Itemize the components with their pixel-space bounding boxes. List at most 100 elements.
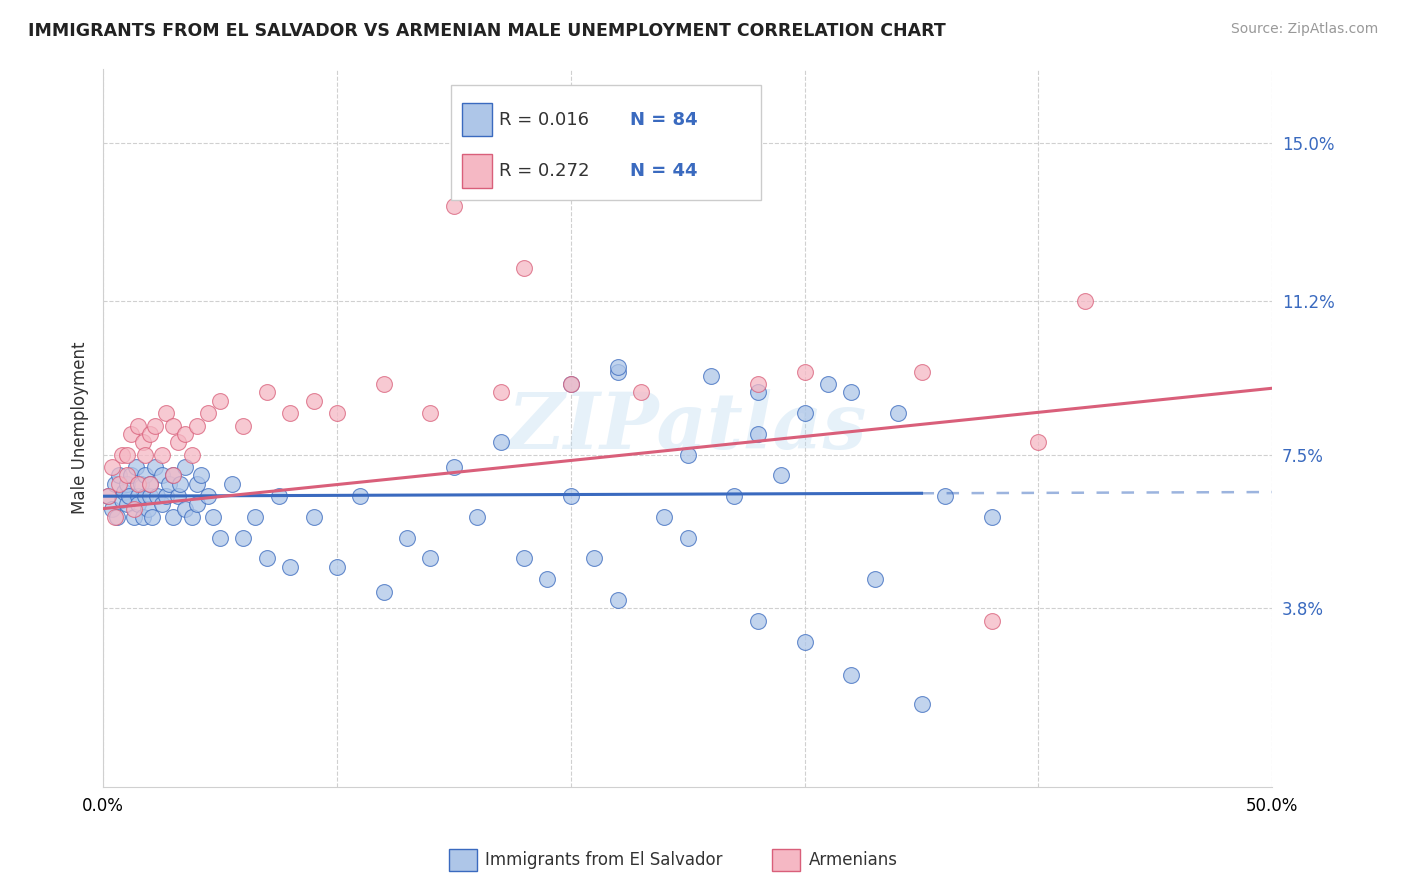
Point <box>150 448 173 462</box>
Point <box>723 489 745 503</box>
Point <box>120 468 142 483</box>
Point <box>162 468 184 483</box>
Point <box>104 510 127 524</box>
Point <box>676 531 699 545</box>
Text: IMMIGRANTS FROM EL SALVADOR VS ARMENIAN MALE UNEMPLOYMENT CORRELATION CHART: IMMIGRANTS FROM EL SALVADOR VS ARMENIAN … <box>28 22 946 40</box>
Point <box>560 377 582 392</box>
Point <box>606 365 628 379</box>
Text: Armenians: Armenians <box>808 851 897 869</box>
Point <box>105 510 128 524</box>
Point <box>157 476 180 491</box>
Point <box>122 501 145 516</box>
Point <box>134 448 156 462</box>
Point <box>150 468 173 483</box>
Point <box>326 406 349 420</box>
Point <box>349 489 371 503</box>
Point <box>747 385 769 400</box>
Point <box>302 510 325 524</box>
Point <box>560 489 582 503</box>
Point <box>197 489 219 503</box>
Point <box>256 385 278 400</box>
Point <box>221 476 243 491</box>
Point <box>536 572 558 586</box>
Point <box>108 476 131 491</box>
Point <box>513 551 536 566</box>
Point <box>209 531 232 545</box>
Point <box>122 510 145 524</box>
Point <box>181 448 204 462</box>
Point <box>162 418 184 433</box>
Point <box>583 551 606 566</box>
Point <box>419 406 441 420</box>
Point <box>134 468 156 483</box>
Point <box>302 393 325 408</box>
Point <box>326 559 349 574</box>
Point <box>101 501 124 516</box>
Point <box>513 260 536 275</box>
Point <box>127 476 149 491</box>
Text: ZIPatlas: ZIPatlas <box>508 390 868 466</box>
Point <box>560 377 582 392</box>
Text: Source: ZipAtlas.com: Source: ZipAtlas.com <box>1230 22 1378 37</box>
Point <box>841 385 863 400</box>
Point <box>127 418 149 433</box>
Point <box>202 510 225 524</box>
Point <box>134 489 156 503</box>
Point <box>676 448 699 462</box>
Y-axis label: Male Unemployment: Male Unemployment <box>72 342 89 514</box>
Point <box>841 667 863 681</box>
Point <box>127 489 149 503</box>
Point <box>136 501 159 516</box>
Point <box>143 418 166 433</box>
Point <box>115 476 138 491</box>
Point <box>197 406 219 420</box>
Point <box>1028 435 1050 450</box>
Point <box>747 377 769 392</box>
Point <box>980 510 1002 524</box>
Point <box>747 614 769 628</box>
Point <box>793 406 815 420</box>
Text: R = 0.272: R = 0.272 <box>499 161 591 180</box>
Point <box>108 468 131 483</box>
Point <box>141 510 163 524</box>
Point <box>770 468 793 483</box>
Point <box>132 435 155 450</box>
Point <box>155 489 177 503</box>
Point <box>443 460 465 475</box>
Point <box>162 468 184 483</box>
Point <box>278 559 301 574</box>
Point <box>373 584 395 599</box>
Point <box>652 510 675 524</box>
Point <box>101 460 124 475</box>
Point <box>104 476 127 491</box>
Point <box>155 406 177 420</box>
Point <box>139 476 162 491</box>
Point <box>980 614 1002 628</box>
Point <box>465 510 488 524</box>
Point <box>817 377 839 392</box>
Point <box>127 498 149 512</box>
Point <box>143 460 166 475</box>
Point <box>186 498 208 512</box>
Point <box>115 498 138 512</box>
Point <box>115 468 138 483</box>
Point <box>489 435 512 450</box>
Point <box>1074 293 1097 308</box>
Point <box>209 393 232 408</box>
Point <box>256 551 278 566</box>
Point <box>243 510 266 524</box>
Point <box>863 572 886 586</box>
Point <box>396 531 419 545</box>
Point <box>150 498 173 512</box>
Point <box>373 377 395 392</box>
Point <box>186 476 208 491</box>
Point <box>278 406 301 420</box>
Point <box>630 385 652 400</box>
Point <box>139 426 162 441</box>
Point <box>146 489 169 503</box>
Point <box>419 551 441 566</box>
Point <box>174 501 197 516</box>
Point <box>115 448 138 462</box>
Text: R = 0.016: R = 0.016 <box>499 111 589 128</box>
Point <box>167 489 190 503</box>
